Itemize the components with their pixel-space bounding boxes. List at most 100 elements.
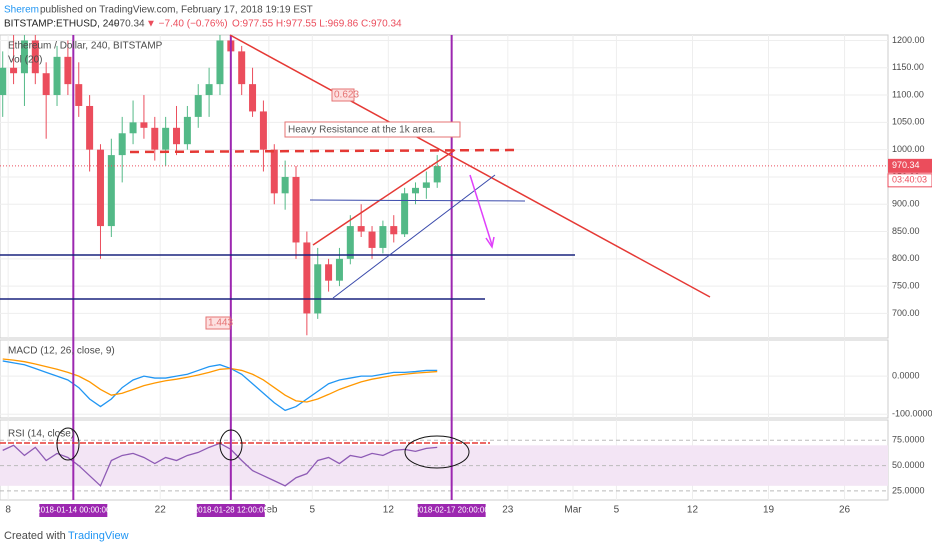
candle-body (292, 176, 300, 243)
marker-label: 2018-01-28 12:00:00 (194, 506, 269, 515)
candle-body (183, 116, 191, 145)
candle-body (107, 155, 115, 227)
x-tick-label: 12 (687, 505, 699, 516)
candle-body (96, 149, 104, 227)
candle-body (335, 258, 343, 281)
footer-brand[interactable]: TradingView (68, 530, 129, 542)
label-box (205, 316, 231, 330)
candle-body (140, 122, 148, 128)
channel-line (332, 174, 496, 299)
x-tick-label: Feb (260, 505, 278, 516)
plot: 8 22 Feb 5 12 23 Mar 5 12 19 26 700.00 750.00 800.00 8… (0, 35, 932, 517)
y-tick-label: 1150.00 (892, 62, 924, 72)
y-tick-label: 50.0000 (892, 460, 925, 470)
y-tick-label: 1050.00 (892, 117, 925, 127)
marker-tag (196, 504, 265, 517)
published: published on TradingView.com, February 1… (40, 5, 313, 16)
annotation: 0.623 (334, 90, 359, 101)
candle-body (401, 193, 409, 235)
trendline (312, 149, 456, 246)
series-line (2, 360, 438, 412)
candle-body (162, 127, 170, 150)
candle-body (368, 231, 376, 248)
candle-body (411, 187, 419, 194)
x-tick-label: 5 (310, 505, 316, 516)
pane-title: Ethereum / Dollar, 240, BITSTAMP (8, 41, 163, 52)
drawings (0, 34, 711, 469)
arrow (469, 174, 493, 246)
candle-body (259, 111, 267, 150)
candle-body (379, 226, 387, 248)
y-tick-label: 800.00 (892, 253, 920, 263)
y-tick-label: 700.00 (892, 308, 920, 318)
macd-pane (0, 339, 889, 419)
candle-body (238, 51, 246, 85)
circle (219, 429, 243, 461)
candle-body (42, 73, 50, 96)
candle-body (20, 40, 28, 74)
candle-body (390, 226, 398, 235)
candle-body (422, 182, 430, 188)
candle-body (205, 84, 213, 96)
pane-title: MACD (12, 26, close, 9) (8, 346, 115, 357)
annotation: 1.443 (208, 318, 233, 329)
annotation: Heavy Resistance at the 1k area. (288, 125, 435, 136)
x-tick-label: 23 (502, 505, 514, 516)
candle-body (129, 122, 137, 134)
x-tick-label: 8 (5, 505, 11, 516)
y-tick-label: 1200.00 (892, 35, 925, 45)
candle-body (216, 40, 224, 85)
y-tick-label: 1000.00 (892, 144, 925, 154)
candle-body (151, 127, 159, 150)
circle (56, 427, 80, 461)
countdown: 03:40:03 (892, 175, 927, 185)
candle-body (357, 226, 365, 232)
candle-body (10, 67, 18, 74)
y-tick-label: 850.00 (892, 226, 920, 236)
candle-body (173, 127, 181, 145)
y-tick-label: 750.00 (892, 281, 920, 291)
x-tick-label: 26 (839, 505, 851, 516)
price-tag-label: 970.34 (892, 160, 920, 170)
pane-plot (0, 35, 888, 336)
candle-body (75, 84, 83, 106)
pane-subtitle: Vol (20) (8, 55, 42, 66)
candle-body (53, 56, 61, 96)
pane-plot (0, 358, 888, 415)
candle-body (325, 264, 333, 281)
author[interactable]: Sherem (4, 5, 39, 16)
candle-body (346, 226, 354, 259)
y-tick-label: 0.0000 (892, 371, 920, 381)
x-tick-label: 22 (155, 505, 167, 516)
annotation-box (284, 121, 461, 138)
price-tag (888, 158, 932, 173)
y-tick-label: -100.0000 (892, 409, 932, 419)
arrow-head (485, 236, 495, 249)
footer-text: Created with (4, 530, 66, 542)
last: 970.34 (114, 19, 145, 30)
y-tick-label: 900.00 (892, 199, 920, 209)
countdown-tag (887, 173, 932, 188)
candle-body (0, 67, 7, 96)
ohlc: O:977.55 H:977.55 L:969.86 C:970.34 (232, 19, 402, 30)
x-tick-label: 19 (763, 505, 775, 516)
candle-body (64, 56, 72, 85)
channel-line (309, 199, 526, 202)
candle-body (118, 133, 126, 156)
marker-tag (39, 504, 108, 517)
candle-body (281, 176, 289, 194)
marker-label: 2018-02-17 20:00:00 (415, 506, 490, 515)
symbol: BITSTAMP:ETHUSD, 240 (4, 19, 120, 30)
x-tick-label: Mar (564, 505, 582, 516)
resistance-line (129, 148, 521, 154)
x-tick-label: 12 (383, 505, 395, 516)
candle-body (314, 264, 322, 314)
y-tick-label: 25.0000 (892, 485, 925, 495)
pane-plot (0, 439, 888, 492)
marker-label: 2018-01-14 00:00:00 (36, 506, 111, 515)
candle-body (194, 95, 202, 117)
candle-body (270, 149, 278, 194)
marker-tag (417, 504, 486, 517)
candle-body (31, 40, 39, 74)
